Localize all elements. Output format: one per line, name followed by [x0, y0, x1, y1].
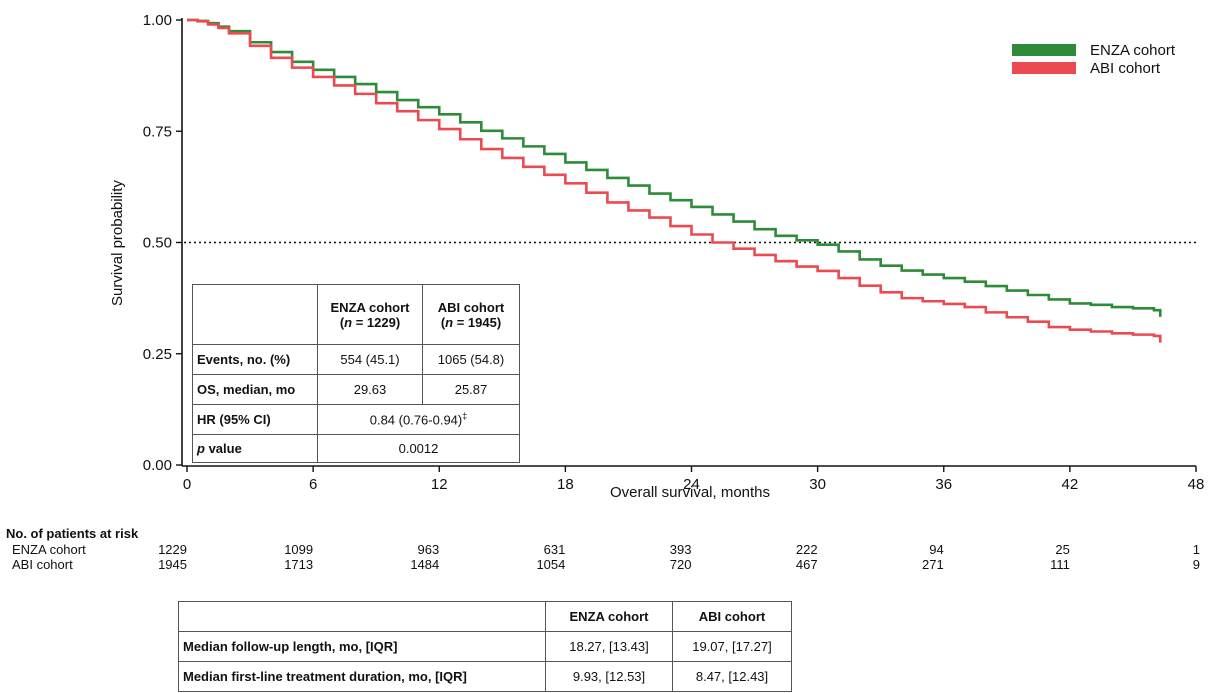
inset-os-abi: 25.87: [422, 374, 520, 405]
at-risk-number: 1: [1192, 542, 1200, 557]
inset-header-enza-line1: ENZA cohort: [330, 299, 410, 315]
x-tick-label: 12: [431, 476, 448, 493]
followup-row-enza: 9.93, [12.53]: [545, 661, 673, 692]
inset-hr-label: HR (95% CI): [192, 404, 318, 435]
y-tick-label: 0.00: [143, 457, 172, 474]
inset-header-enza-close: = 1229): [352, 314, 401, 330]
at-risk-number: 1713: [284, 557, 314, 572]
x-tick-label: 24: [683, 476, 700, 493]
inset-header-abi-close: = 1945): [453, 314, 502, 330]
followup-row-abi: 8.47, [12.43]: [672, 661, 792, 692]
inset-events-abi: 1065 (54.8): [422, 344, 520, 375]
at-risk-number: 1099: [284, 542, 314, 557]
x-tick-label: 6: [309, 476, 317, 493]
at-risk-number: 25: [1055, 542, 1070, 557]
at-risk-number: 271: [922, 557, 944, 572]
inset-p-rest: value: [204, 441, 242, 456]
inset-header-abi: ABI cohort (n = 1945): [422, 284, 520, 345]
inset-hr-value: 0.84 (0.76-0.94)‡: [317, 404, 520, 435]
at-risk-number: 467: [795, 557, 818, 572]
legend-swatch-enza: [1012, 44, 1076, 56]
inset-hr-number: 0.84 (0.76-0.94): [369, 412, 463, 428]
inset-os-label: OS, median, mo: [192, 374, 318, 405]
followup-table: ENZA cohort ABI cohort Median follow-up …: [178, 601, 792, 692]
x-axis-title: Overall survival, months: [610, 484, 770, 501]
followup-header-abi: ABI cohort: [672, 601, 792, 632]
y-tick-label: 0.75: [143, 123, 172, 140]
y-tick-label: 1.00: [143, 12, 172, 29]
inset-p-label: p value: [192, 434, 318, 463]
inset-events-label: Events, no. (%): [192, 344, 318, 375]
y-tick-label: 0.50: [143, 235, 172, 252]
inset-header-enza-open: (: [339, 314, 345, 330]
x-tick-label: 18: [557, 476, 574, 493]
at-risk-number: 720: [669, 557, 692, 572]
followup-header-enza: ENZA cohort: [545, 601, 673, 632]
inset-header-abi-line1: ABI cohort: [437, 299, 505, 315]
at-risk-number: 9: [1192, 557, 1200, 572]
followup-row-label: Median first-line treatment duration, mo…: [178, 661, 546, 692]
inset-os-enza: 29.63: [317, 374, 423, 405]
legend-label-abi: ABI cohort: [1090, 60, 1161, 77]
abi-survival-curve: [187, 18, 1162, 343]
at-risk-number: 111: [1050, 557, 1070, 572]
x-tick-label: 48: [1188, 476, 1205, 493]
inset-hr-mark: ‡: [462, 411, 468, 422]
at-risk-label-abi: ABI cohort: [12, 557, 73, 572]
inset-header-abi-n: n: [445, 314, 454, 330]
y-axis-title: Survival probability: [109, 180, 126, 306]
inset-p-value: 0.0012: [317, 434, 520, 463]
y-tick-label: 0.25: [143, 346, 172, 363]
at-risk-number: 1945: [158, 557, 187, 572]
at-risk-number: 222: [795, 542, 818, 557]
inset-header-abi-open: (: [440, 314, 446, 330]
at-risk-number: 1229: [158, 542, 187, 557]
followup-row-enza: 18.27, [13.43]: [545, 631, 673, 662]
at-risk-number: 631: [543, 542, 566, 557]
at-risk-number: 1054: [536, 557, 566, 572]
at-risk-number: 393: [669, 542, 692, 557]
followup-row-label: Median follow-up length, mo, [IQR]: [178, 631, 546, 662]
enza-survival-curve: [187, 18, 1162, 317]
inset-header-enza-n: n: [344, 314, 353, 330]
x-tick-label: 30: [809, 476, 826, 493]
inset-p-italic: p: [197, 441, 205, 456]
inset-events-enza: 554 (45.1): [317, 344, 423, 375]
at-risk-number: 94: [929, 542, 944, 557]
inset-header-blank: [192, 284, 318, 345]
followup-header-blank: [178, 601, 546, 632]
x-tick-label: 36: [935, 476, 952, 493]
followup-row-abi: 19.07, [17.27]: [672, 631, 792, 662]
x-tick-label: 42: [1062, 476, 1079, 493]
at-risk-number: 1484: [410, 557, 440, 572]
at-risk-number: 963: [417, 542, 440, 557]
x-tick-label: 0: [183, 476, 191, 493]
inset-header-enza: ENZA cohort (n = 1229): [317, 284, 423, 345]
legend-swatch-abi: [1012, 62, 1076, 74]
at-risk-title: No. of patients at risk: [6, 526, 139, 541]
at-risk-label-enza: ENZA cohort: [12, 542, 86, 557]
inset-summary-table: ENZA cohort (n = 1229) ABI cohort (n = 1…: [192, 284, 520, 463]
legend-label-enza: ENZA cohort: [1090, 42, 1176, 59]
